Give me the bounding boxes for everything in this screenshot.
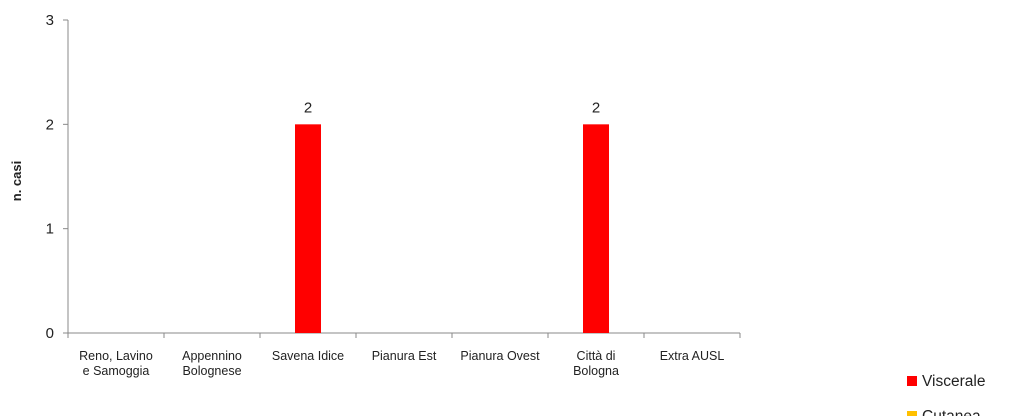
legend-item: Viscerale bbox=[907, 373, 985, 390]
legend-swatch bbox=[907, 411, 917, 416]
x-tick-label: Pianura Est bbox=[372, 349, 437, 363]
legend: Viscerale Cutanea bbox=[907, 373, 985, 416]
x-tick-label: Pianura Ovest bbox=[460, 349, 540, 363]
x-tick-label: Extra AUSL bbox=[660, 349, 725, 363]
x-tick-label: Reno, Lavino e Samoggia bbox=[79, 349, 153, 378]
data-label: 2 bbox=[304, 99, 312, 116]
bar bbox=[583, 124, 609, 333]
x-tick-label: Appennino Bolognese bbox=[182, 349, 242, 378]
y-axis: 0 1 2 3 bbox=[46, 12, 69, 342]
x-axis: Reno, Lavino e Samoggia Appennino Bolognese… bbox=[67, 332, 741, 378]
legend-label: Viscerale bbox=[922, 373, 985, 390]
data-label: 2 bbox=[592, 99, 600, 116]
legend-swatch bbox=[907, 376, 917, 386]
legend-label: Cutanea bbox=[922, 408, 981, 416]
y-tick-label: 2 bbox=[46, 116, 54, 133]
x-tick-label: Savena Idice bbox=[272, 349, 344, 363]
x-tick-label: Città di Bologna bbox=[573, 349, 619, 378]
y-tick-label: 1 bbox=[46, 221, 54, 238]
legend-item: Cutanea bbox=[907, 408, 981, 416]
y-tick-label: 3 bbox=[46, 12, 54, 29]
y-tick-label: 0 bbox=[46, 325, 54, 342]
bar bbox=[295, 124, 321, 333]
bars bbox=[295, 124, 609, 333]
y-axis-title: n. casi bbox=[9, 161, 24, 201]
